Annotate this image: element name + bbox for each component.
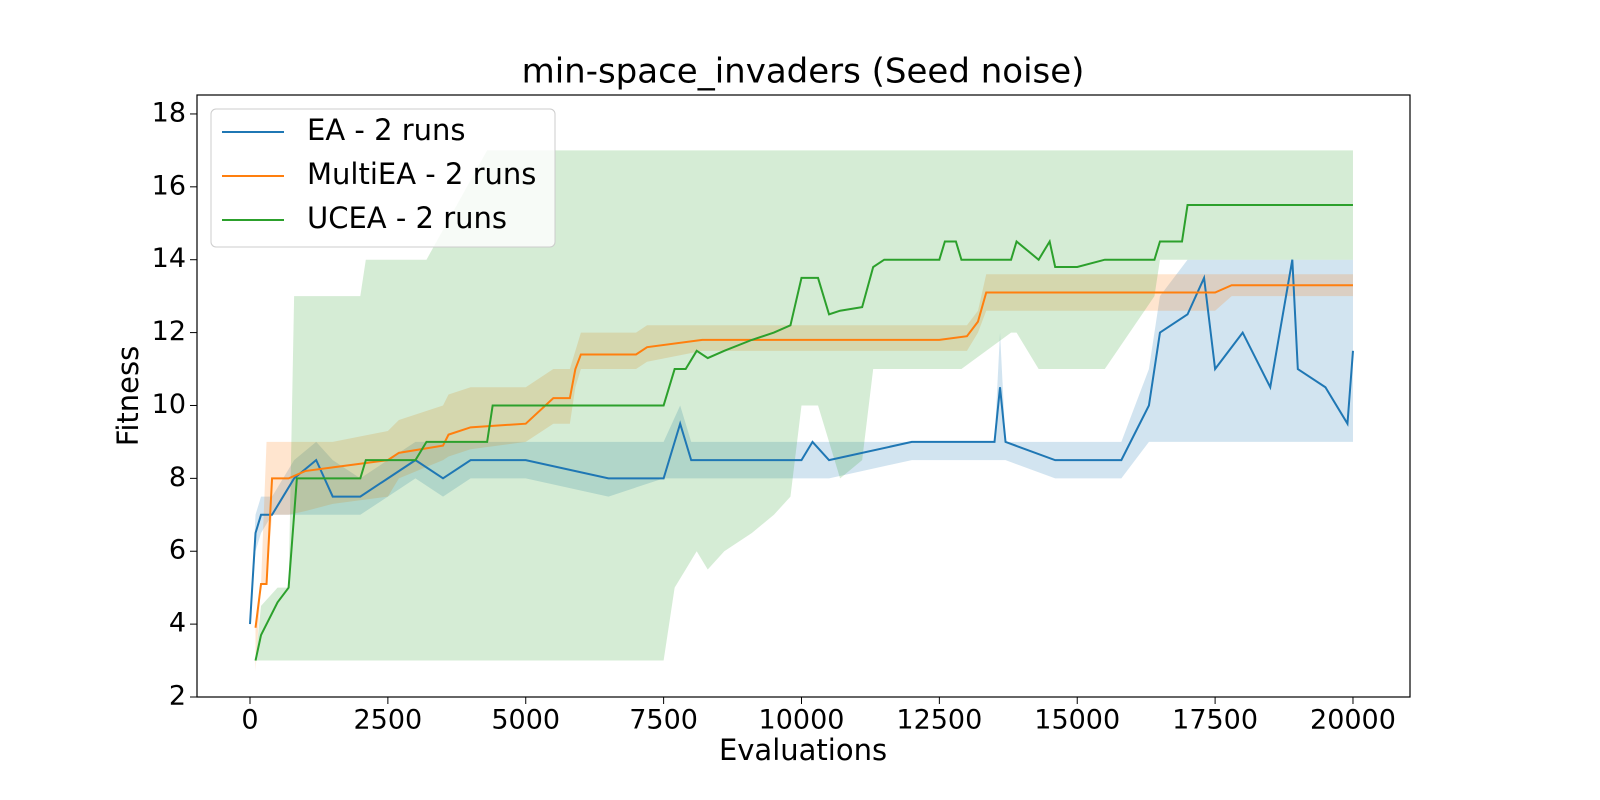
y-tick-label: 16	[152, 170, 186, 201]
legend: EA - 2 runs MultiEA - 2 runs UCEA - 2 runs	[210, 108, 556, 248]
x-axis-label: Evaluations	[719, 733, 887, 767]
y-tick-label: 2	[169, 681, 186, 712]
legend-label: EA - 2 runs	[307, 113, 466, 147]
bands	[249, 150, 1353, 672]
line	[248, 259, 1354, 625]
legend-label: UCEA - 2 runs	[307, 201, 507, 235]
y-axis-label: Fitness	[111, 346, 145, 446]
legend-label: MultiEA - 2 runs	[307, 157, 536, 191]
plot-frame	[196, 94, 1411, 698]
x-tick-label: 2500	[354, 705, 423, 736]
y-tick-label: 6	[169, 535, 186, 566]
x-tick-label: 20000	[1310, 705, 1396, 736]
y-tick-label: 12	[152, 316, 186, 347]
band	[255, 150, 1353, 661]
x-tick-label: 17500	[1172, 705, 1258, 736]
line	[254, 284, 1353, 628]
x-tick-label: 12500	[896, 705, 982, 736]
lines	[248, 204, 1354, 661]
x-tick-label: 10000	[759, 705, 845, 736]
x-tick-label: 7500	[629, 705, 698, 736]
y-tick-label: 8	[169, 462, 186, 493]
y-tick-label: 14	[152, 243, 186, 274]
chart-title: min-space_invaders (Seed noise)	[522, 52, 1085, 92]
line	[254, 204, 1353, 661]
x-tick-label: 15000	[1034, 705, 1120, 736]
y-tick-label: 4	[169, 608, 186, 639]
x-tick-label: 0	[241, 705, 258, 736]
y-tick-label: 18	[152, 97, 186, 128]
band	[249, 259, 1353, 625]
x-tick-label: 5000	[491, 705, 560, 736]
legend-box	[210, 108, 556, 248]
y-tick-label: 10	[152, 389, 186, 420]
